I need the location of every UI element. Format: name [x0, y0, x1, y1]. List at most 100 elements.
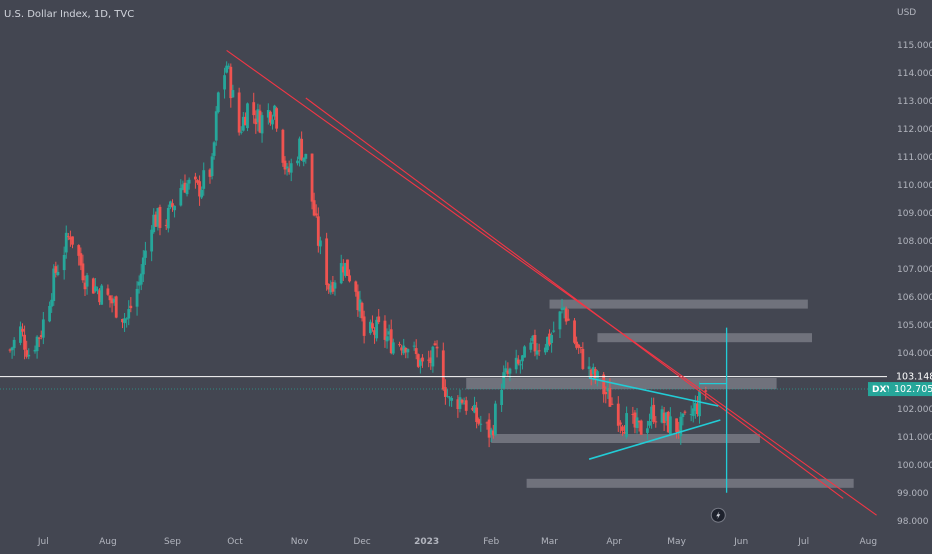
candle-body — [260, 115, 264, 134]
candle-body — [329, 285, 333, 293]
candle-up — [625, 406, 629, 439]
candle-down — [533, 329, 537, 357]
candle-body — [91, 278, 95, 294]
candle-body — [318, 240, 322, 247]
candle-body — [135, 288, 139, 307]
candle-up — [635, 408, 639, 434]
candle-up — [260, 112, 264, 143]
candle-body — [689, 414, 693, 416]
candle-down — [243, 112, 247, 126]
candle-up — [35, 335, 39, 359]
candle-body — [152, 214, 156, 233]
candle-body — [546, 336, 549, 351]
candle-body — [391, 342, 395, 354]
candle-body — [48, 305, 51, 322]
candle-body — [521, 355, 524, 362]
candle-body — [650, 406, 654, 420]
candle-body — [227, 65, 231, 67]
candle-down — [314, 204, 318, 218]
candle-up — [493, 400, 497, 437]
candle-body — [85, 275, 89, 287]
candle-up — [256, 103, 260, 132]
candle-body — [479, 423, 483, 425]
y-tick-label: 113.000 — [897, 97, 932, 107]
candle-body — [94, 286, 97, 292]
candle-body — [550, 335, 554, 343]
candle-up — [216, 91, 220, 114]
candle-body — [243, 116, 247, 126]
candle-up — [56, 264, 60, 277]
candle-body — [325, 238, 329, 285]
x-tick-label: Mar — [541, 537, 558, 547]
candle-down — [312, 192, 316, 217]
candle-down — [475, 401, 479, 429]
candle-body — [560, 307, 564, 310]
candle-up — [169, 200, 172, 210]
candle-body — [675, 418, 679, 432]
candle-body — [587, 366, 591, 369]
candle-up — [446, 389, 449, 398]
candle-body — [81, 263, 85, 281]
candle-up — [96, 286, 99, 295]
candle-body — [181, 184, 185, 190]
y-tick-label: 112.000 — [897, 125, 932, 135]
candle-up — [504, 360, 508, 377]
candle-down — [66, 233, 70, 241]
candle-down — [575, 336, 579, 350]
candle-body — [387, 331, 391, 335]
candle-up — [406, 348, 410, 359]
candle-body — [389, 329, 393, 354]
candle-body — [281, 129, 285, 163]
candle-down — [348, 269, 351, 283]
candle-body — [431, 346, 435, 367]
candle-down — [237, 87, 241, 136]
candle-down — [400, 344, 404, 356]
candle-body — [558, 311, 562, 330]
candle-body — [385, 336, 389, 342]
candle-body — [298, 138, 301, 160]
candle-body — [623, 431, 626, 434]
candle-body — [604, 391, 608, 395]
candle-down — [604, 386, 608, 404]
candle-body — [683, 411, 687, 413]
candle-down — [275, 106, 279, 132]
y-tick-label: 109.000 — [897, 209, 932, 219]
candle-body — [314, 213, 318, 216]
candle-body — [618, 422, 622, 425]
candle-up — [127, 300, 131, 326]
candle-up — [552, 321, 556, 333]
candle-down — [639, 419, 643, 435]
candle-down — [121, 318, 124, 329]
candle-down — [477, 417, 481, 426]
candle-down — [252, 92, 256, 124]
candle-down — [268, 110, 272, 126]
candle-body — [458, 397, 462, 409]
candles-layer — [8, 61, 708, 448]
candle-body — [327, 284, 331, 290]
candle-down — [114, 295, 118, 319]
candle-up — [152, 208, 156, 234]
candle-body — [271, 119, 274, 125]
candle-body — [273, 105, 276, 117]
candle-up — [587, 357, 591, 378]
candle-body — [64, 232, 68, 253]
candle-body — [114, 296, 118, 318]
candle-body — [500, 389, 504, 406]
candle-body — [106, 288, 110, 295]
symbol-tag — [868, 382, 889, 397]
candle-down — [79, 247, 83, 271]
candle-body — [137, 281, 141, 286]
candle-body — [477, 419, 481, 424]
candle-up — [48, 301, 51, 323]
candle-body — [21, 328, 24, 332]
candle-body — [285, 166, 289, 169]
candle-body — [19, 326, 22, 343]
candle-body — [154, 214, 158, 227]
candle-body — [341, 266, 345, 273]
candle-body — [660, 409, 664, 423]
candle-body — [679, 416, 683, 437]
zones-layer — [466, 299, 854, 488]
candle-down — [196, 179, 199, 185]
